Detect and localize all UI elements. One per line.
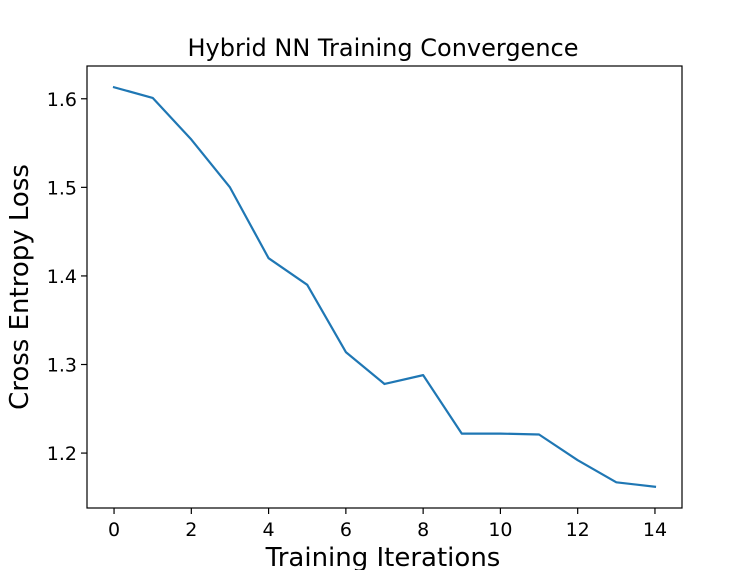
x-axis-label: Training Iterations [265,543,501,570]
y-tick-label: 1.3 [47,355,77,377]
plot-area: 0 2 4 6 8 10 12 14 1.2 1.3 1.4 1.5 1.6 [47,65,683,541]
axes-frame [86,65,683,509]
x-tick-label: 14 [643,519,667,541]
y-axis-label: Cross Entropy Loss [5,164,35,410]
y-tick-label: 1.2 [47,443,77,465]
y-tick-label: 1.6 [47,89,77,111]
chart-title: Hybrid NN Training Convergence [188,34,579,62]
x-tick-label: 0 [108,519,120,541]
x-tick-label: 6 [340,519,352,541]
x-tick-label: 4 [263,519,275,541]
x-tick-label: 8 [417,519,429,541]
series-line [112,85,657,488]
x-tick-label: 12 [566,519,590,541]
x-tick-label: 10 [488,519,512,541]
y-tick-label: 1.4 [47,266,77,288]
x-tick-label: 2 [185,519,197,541]
y-tick-label: 1.5 [47,177,77,199]
